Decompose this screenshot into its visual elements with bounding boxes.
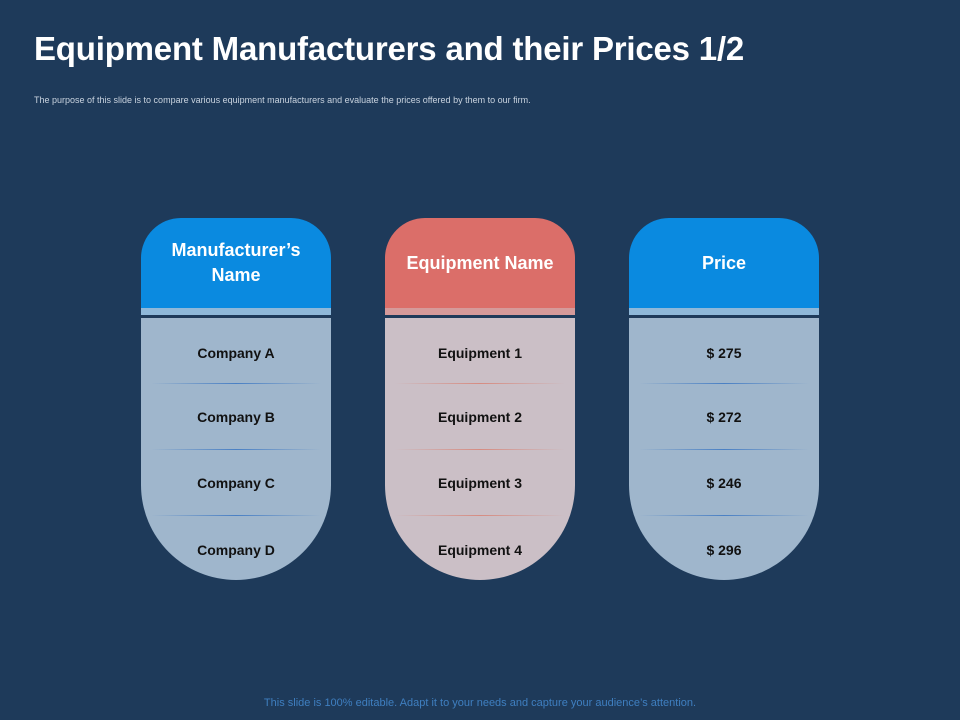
equipment-body: Equipment 1 Equipment 2 Equipment 3 Equi… [385, 318, 575, 580]
row-divider [395, 449, 565, 450]
row-divider [151, 449, 321, 450]
price-cell: $ 246 [706, 475, 742, 491]
manufacturer-column: Manufacturer’s Name Company A Company B … [141, 218, 331, 580]
equipment-cell: Equipment 4 [437, 542, 522, 558]
manufacturer-header-strip [141, 308, 331, 315]
price-header-strip [629, 308, 819, 315]
price-header-label: Price [701, 252, 747, 273]
slide-subtitle: The purpose of this slide is to compare … [34, 95, 531, 105]
manufacturer-cell: Company C [197, 475, 275, 491]
manufacturer-cell: Company B [197, 409, 275, 425]
price-column: Price $ 275 $ 272 $ 246 $ 296 [629, 218, 819, 580]
row-divider [151, 383, 321, 384]
row-divider [639, 383, 809, 384]
price-cell: $ 272 [706, 409, 742, 425]
slide-footer-note: This slide is 100% editable. Adapt it to… [263, 697, 697, 709]
row-divider [639, 515, 809, 516]
equipment-cell: Equipment 1 [437, 345, 522, 361]
row-divider [151, 515, 321, 516]
equipment-header-label: Equipment Name [406, 252, 554, 273]
manufacturer-header-label: Manufacturer’s Name [171, 240, 301, 285]
manufacturer-header: Manufacturer’s Name [141, 218, 331, 308]
row-divider [395, 383, 565, 384]
equipment-header: Equipment Name [385, 218, 575, 308]
price-body: $ 275 $ 272 $ 246 $ 296 [629, 318, 819, 580]
manufacturer-cell: Company A [197, 345, 275, 361]
equipment-cell: Equipment 2 [437, 409, 522, 425]
price-header: Price [629, 218, 819, 308]
slide-title: Equipment Manufacturers and their Prices… [34, 30, 745, 67]
price-cell: $ 296 [706, 542, 742, 558]
row-divider [395, 515, 565, 516]
manufacturer-body: Company A Company B Company C Company D [141, 318, 331, 580]
manufacturer-cell: Company D [197, 542, 275, 558]
row-divider [639, 449, 809, 450]
equipment-cell: Equipment 3 [437, 475, 522, 491]
equipment-column: Equipment Name Equipment 1 Equipment 2 E… [385, 218, 575, 580]
equipment-header-strip [385, 308, 575, 315]
price-cell: $ 275 [706, 345, 742, 361]
